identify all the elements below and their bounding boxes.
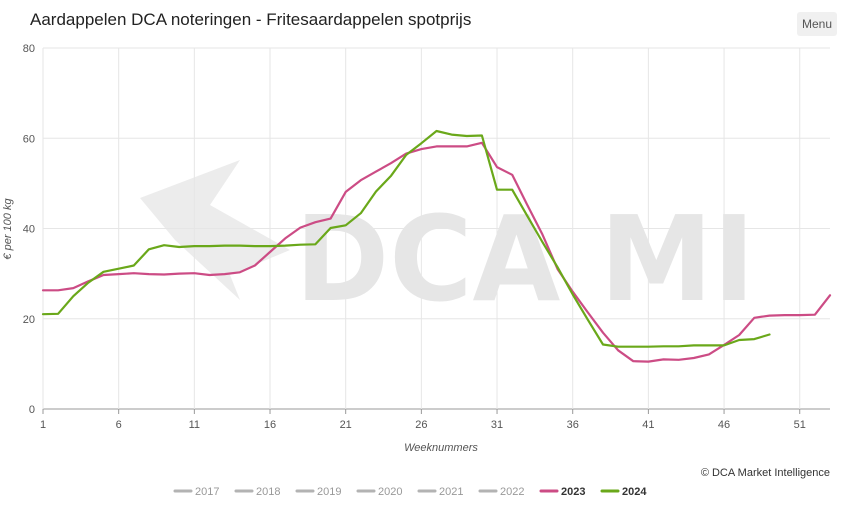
y-tick-label: 80 bbox=[23, 43, 35, 55]
x-tick-label: 26 bbox=[415, 419, 427, 431]
x-tick-label: 6 bbox=[116, 419, 122, 431]
y-axis: 0 20 40 60 80 bbox=[23, 43, 35, 416]
legend-label: 2020 bbox=[378, 486, 402, 498]
legend-item-2019[interactable]: 2019 bbox=[295, 486, 341, 498]
legend-item-2024[interactable]: 2024 bbox=[600, 486, 647, 498]
x-tick-label: 46 bbox=[718, 419, 730, 431]
series-line-2024[interactable] bbox=[41, 129, 771, 348]
y-tick-label: 0 bbox=[29, 404, 35, 416]
chart-title: Aardappelen DCA noteringen - Fritesaarda… bbox=[30, 10, 472, 29]
legend-item-2017[interactable]: 2017 bbox=[173, 486, 219, 498]
credit-text: © DCA Market Intelligence bbox=[700, 467, 830, 479]
x-tick-label: 21 bbox=[340, 419, 352, 431]
y-axis-title: € per 100 kg bbox=[2, 198, 14, 260]
legend-label: 2023 bbox=[561, 486, 585, 498]
legend-item-2020[interactable]: 2020 bbox=[356, 486, 402, 498]
legend-item-2022[interactable]: 2022 bbox=[478, 486, 524, 498]
series-lines bbox=[41, 129, 832, 363]
x-tick-label: 41 bbox=[642, 419, 654, 431]
x-axis-title: Weeknummers bbox=[404, 442, 478, 454]
series-line-2023[interactable] bbox=[41, 141, 832, 363]
legend-label: 2022 bbox=[500, 486, 524, 498]
legend-item-2021[interactable]: 2021 bbox=[417, 486, 463, 498]
legend-item-2018[interactable]: 2018 bbox=[234, 486, 280, 498]
x-tick-label: 36 bbox=[567, 419, 579, 431]
legend-label: 2019 bbox=[317, 486, 341, 498]
x-axis: 1 6 11 16 21 26 31 36 41 46 51 bbox=[40, 409, 806, 431]
chart-grid bbox=[42, 47, 830, 410]
x-tick-label: 51 bbox=[794, 419, 806, 431]
chart-legend: 2017 2018 2019 2020 2021 2022 2023 2024 bbox=[173, 486, 647, 498]
y-tick-label: 20 bbox=[23, 314, 35, 326]
x-tick-label: 11 bbox=[189, 419, 200, 431]
watermark-logo-shape bbox=[140, 160, 290, 300]
legend-label: 2021 bbox=[439, 486, 463, 498]
x-tick-label: 16 bbox=[264, 419, 276, 431]
legend-label: 2017 bbox=[195, 486, 219, 498]
menu-button[interactable]: Menu bbox=[797, 12, 837, 36]
legend-label: 2024 bbox=[622, 486, 647, 498]
y-tick-label: 60 bbox=[23, 133, 35, 145]
legend-label: 2018 bbox=[256, 486, 280, 498]
legend-item-2023[interactable]: 2023 bbox=[539, 486, 585, 498]
x-tick-label: 1 bbox=[40, 419, 46, 431]
x-tick-label: 31 bbox=[491, 419, 503, 431]
y-tick-label: 40 bbox=[23, 224, 35, 236]
dca-mi-watermark: DCA MI bbox=[140, 160, 755, 328]
